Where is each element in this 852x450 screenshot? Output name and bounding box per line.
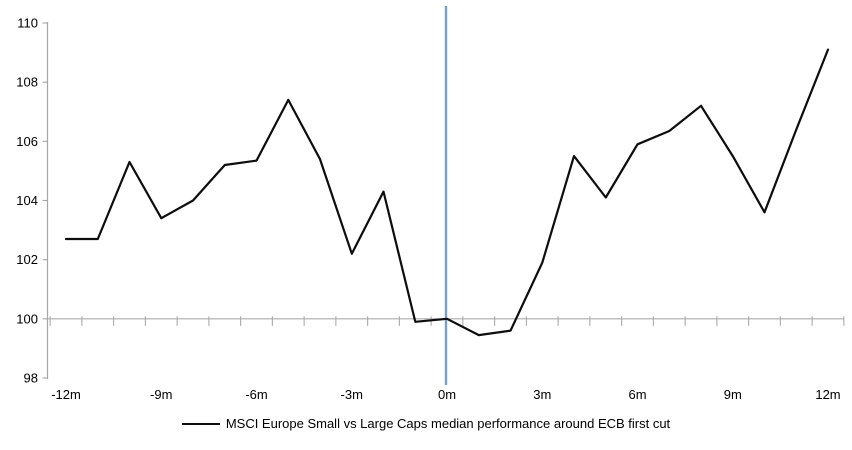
x-axis-label: 3m [533,387,551,402]
y-axis-label: 104 [16,193,38,208]
x-axis-label: -12m [51,387,81,402]
chart-legend: MSCI Europe Small vs Large Caps median p… [0,416,852,431]
y-axis-label: 110 [17,16,38,31]
x-axis-label: -6m [245,387,267,402]
y-axis-label: 106 [16,134,38,149]
x-axis-label: -3m [341,387,363,402]
x-axis-label: 6m [628,387,646,402]
y-axis-label: 108 [16,75,38,90]
legend-label: MSCI Europe Small vs Large Caps median p… [225,416,671,431]
x-axis-label: -9m [150,387,172,402]
y-axis-label: 98 [24,371,38,386]
x-axis-label: 0m [438,387,456,402]
series-line [64,48,830,337]
x-axis-label: 9m [724,387,742,402]
y-axis-label: 100 [16,311,38,326]
y-axis-label: 102 [16,252,38,267]
legend-line-marker [181,422,220,425]
x-axis-label: 12m [815,387,840,402]
